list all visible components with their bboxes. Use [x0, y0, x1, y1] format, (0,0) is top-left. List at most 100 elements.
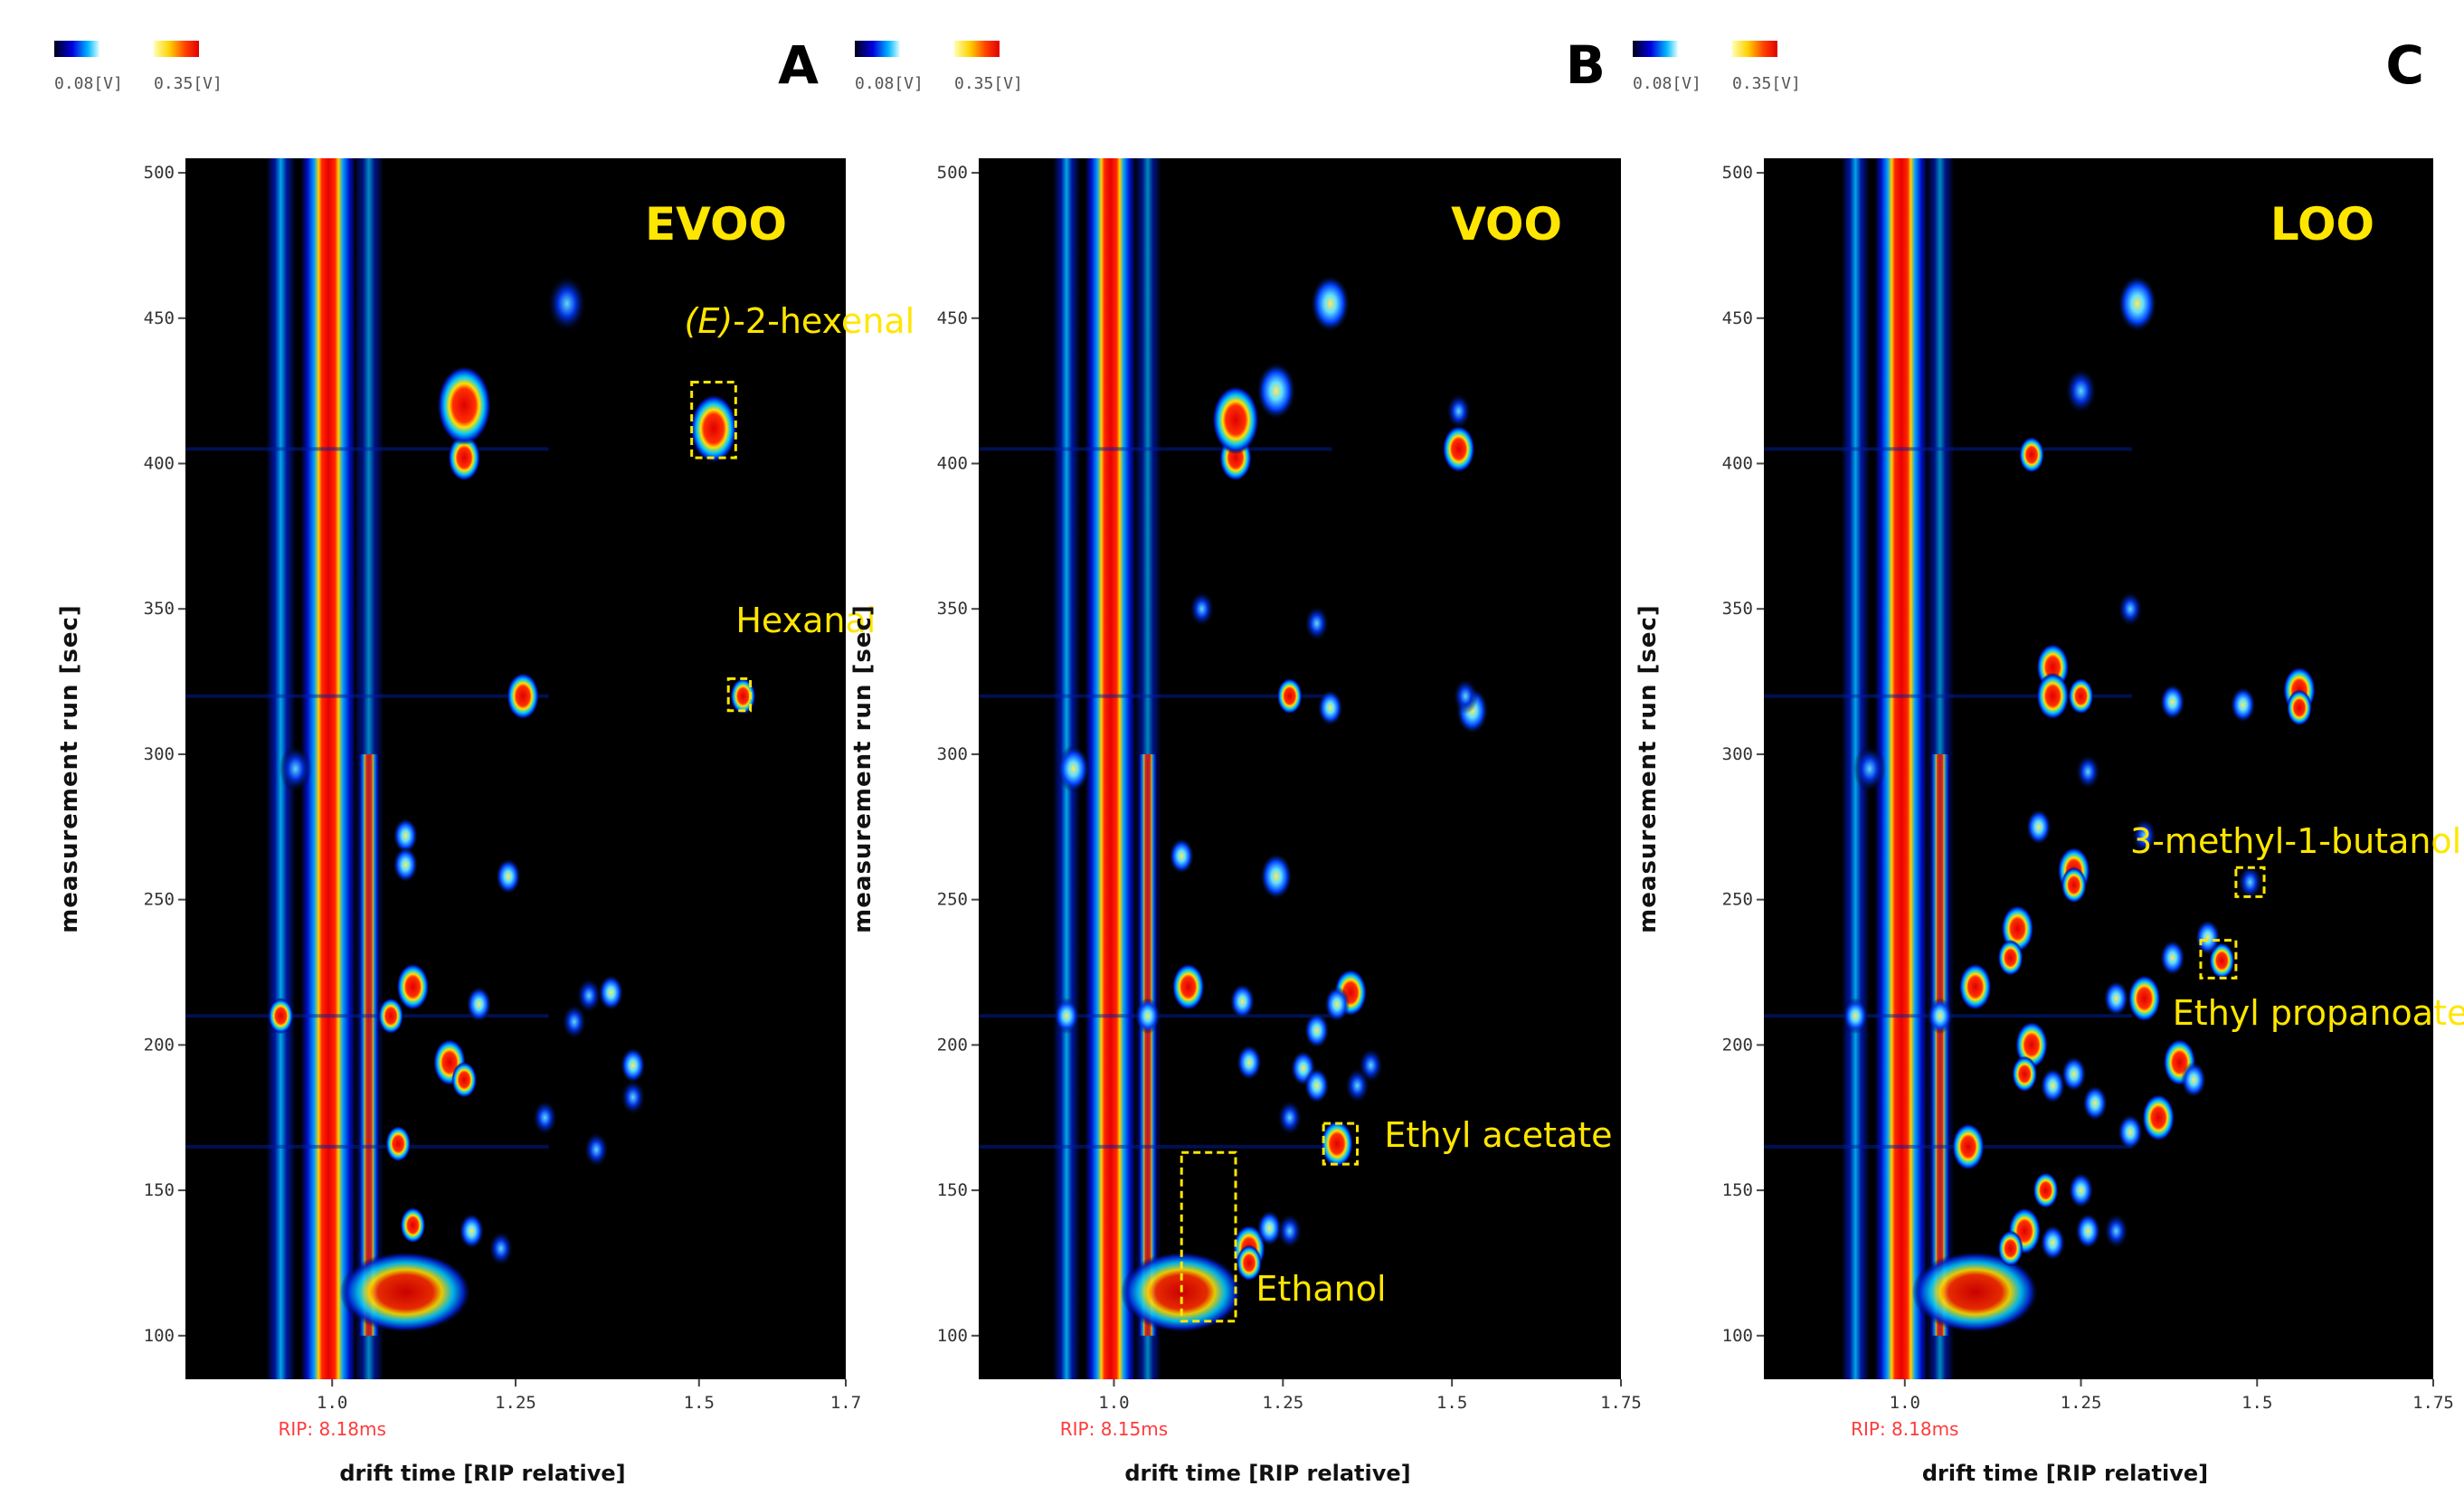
spot-marker: [2082, 1084, 2109, 1122]
colorbar-max-label: 0.35[V]: [154, 74, 223, 93]
panels-group: 0.08[V] 0.35[V] A 100 150 200 250 300 350 400 450 5…: [54, 34, 2464, 1486]
y-tick-label: 500: [937, 163, 968, 183]
y-tick-label: 250: [1722, 890, 1753, 910]
spot-marker: [1958, 963, 1992, 1011]
y-tick-label: 450: [937, 308, 968, 328]
y-tick-label: 500: [1722, 163, 1753, 183]
spot-marker: [1324, 986, 1350, 1023]
y-tick-label: 150: [144, 1180, 175, 1200]
spot-marker: [2103, 1213, 2129, 1250]
spot-marker: [2118, 1113, 2144, 1150]
spot-marker: [2103, 980, 2129, 1017]
spot-marker: [1303, 605, 1330, 642]
spot-marker: [2194, 919, 2221, 956]
oil-type-title: EVOO: [645, 198, 787, 251]
spot-marker: [1276, 1099, 1303, 1136]
horizontal-streak: [1764, 694, 2132, 698]
rip-label: RIP: 8.15ms: [1060, 1418, 1168, 1440]
horizontal-streak: [185, 694, 549, 698]
annotation-text: Ethyl acetate: [1384, 1115, 1612, 1155]
annotation-label: Hexanal: [735, 601, 876, 640]
annotation-box: [690, 381, 737, 459]
heatmap-content: [979, 158, 1489, 1379]
spot-marker: [2012, 1055, 2038, 1093]
dimer-band: [1137, 753, 1159, 1336]
spot-marker: [1256, 362, 1296, 421]
y-tick-label: 400: [144, 454, 175, 474]
spot-marker: [1927, 998, 1953, 1035]
spot-marker: [1236, 1245, 1262, 1282]
spot-marker: [2019, 436, 2044, 473]
x-tick-label: 1.5: [684, 1393, 715, 1413]
annotation-box: [1322, 1122, 1360, 1166]
spot-marker: [1236, 1044, 1262, 1081]
annotation-label: Ethyl propanoate: [2173, 993, 2464, 1033]
early-run-cluster: [1911, 1251, 2039, 1333]
horizontal-streak: [979, 694, 1332, 698]
spot-marker: [1276, 677, 1303, 715]
annotation-box: [726, 677, 753, 713]
spot-marker: [620, 1046, 646, 1084]
annotation-text: Ethanol: [1256, 1269, 1386, 1309]
annotation-box: [2234, 866, 2266, 898]
early-run-cluster: [339, 1251, 472, 1333]
x-axis-label: drift time [RIP relative]: [339, 1461, 625, 1486]
y-tick-label: 350: [1722, 599, 1753, 619]
x-axis-label: drift time [RIP relative]: [1922, 1461, 2208, 1486]
spot-marker: [1169, 838, 1195, 875]
y-tick-label: 200: [1722, 1035, 1753, 1055]
spot-marker: [1229, 983, 1256, 1020]
heatmap-content: [185, 158, 756, 1379]
spot-marker: [561, 1003, 587, 1040]
rip-band: [1085, 158, 1136, 1379]
spot-marker: [2159, 939, 2185, 976]
spot-marker: [1054, 998, 1080, 1035]
spot-marker: [1057, 745, 1090, 792]
spot-marker: [2068, 1172, 2094, 1209]
spot-marker: [488, 1230, 514, 1267]
spot-marker: [2061, 866, 2087, 904]
y-tick-label: 200: [144, 1035, 175, 1055]
spot-marker: [2040, 1067, 2066, 1104]
spot-marker: [2230, 686, 2256, 724]
rip-label: RIP: 8.18ms: [279, 1418, 386, 1440]
annotation-box: [2199, 939, 2238, 980]
x-tick-label: 1.7: [830, 1393, 861, 1413]
y-tick-label: 250: [937, 890, 968, 910]
colorbar-high-segment: [154, 41, 199, 57]
spot-marker: [2075, 1213, 2101, 1250]
horizontal-streak: [185, 1014, 549, 1018]
oil-type-title: VOO: [1451, 198, 1562, 251]
spot-marker: [1321, 1120, 1354, 1168]
spot-marker: [2142, 1093, 2175, 1141]
spot-marker: [1171, 963, 1205, 1011]
colorbar-high-segment: [954, 41, 1000, 57]
spot-marker: [1445, 393, 1472, 430]
rip-label: RIP: 8.18ms: [1851, 1418, 1958, 1440]
spot-marker: [385, 1125, 412, 1162]
y-tick-label: 450: [1722, 308, 1753, 328]
spot-marker: [2131, 817, 2157, 854]
panel-b: 0.08[V] 0.35[V] B 100 150 200 250 300 350 400 450 5…: [849, 34, 1642, 1486]
spot-marker: [396, 963, 430, 1011]
x-tick-label: 1.75: [1600, 1393, 1642, 1413]
spot-marker: [2118, 591, 2144, 628]
y-tick-label: 150: [1722, 1180, 1753, 1200]
annotation-text: -2-hexenal: [733, 301, 915, 341]
annotation-box: [1180, 1150, 1237, 1323]
y-axis-label: measurement run [sec]: [849, 604, 877, 933]
y-tick-label: 100: [144, 1326, 175, 1346]
spot-marker: [1134, 998, 1161, 1035]
spot-marker: [1997, 1230, 2023, 1267]
spot-marker: [2025, 809, 2052, 846]
y-tick-label: 200: [937, 1035, 968, 1055]
colorbar-min-label: 0.08[V]: [855, 74, 924, 93]
y-tick-label: 400: [1722, 454, 1753, 474]
spot-marker: [495, 857, 521, 894]
spot-marker: [2068, 677, 2094, 715]
spot-marker: [546, 274, 587, 333]
spot-marker: [2117, 274, 2157, 333]
panel-letter: A: [778, 34, 819, 96]
x-axis-label: drift time [RIP relative]: [1124, 1461, 1410, 1486]
